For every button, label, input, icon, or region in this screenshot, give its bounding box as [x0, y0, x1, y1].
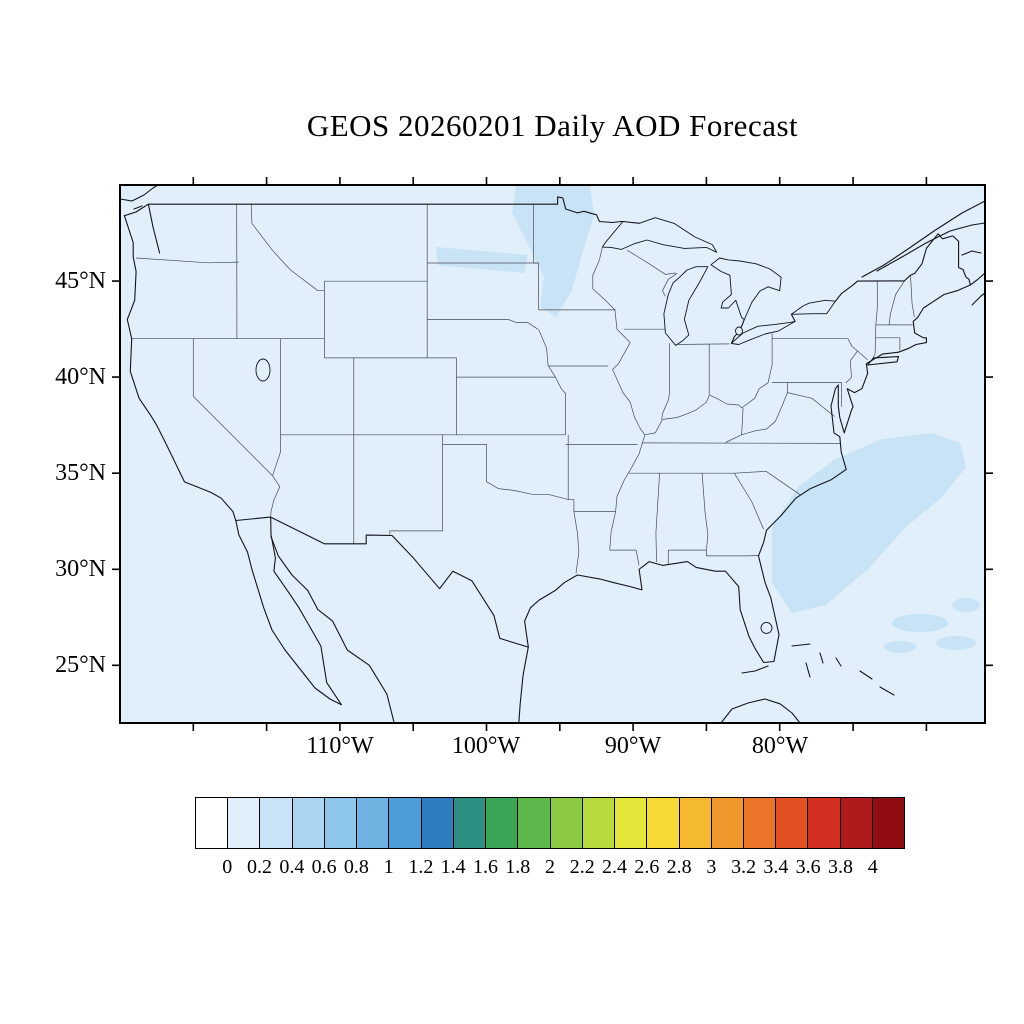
colorbar-tick-label: 2.2	[569, 856, 595, 878]
colorbar-tick-label: 2.4	[602, 856, 628, 878]
map-frame	[119, 184, 986, 724]
colorbar-tick-label: 1.6	[472, 856, 498, 878]
aod-patch-atlantic-fragment	[884, 641, 916, 653]
colorbar-cell	[324, 798, 358, 848]
mexico-gulf-coast	[518, 646, 529, 723]
colorbar-tick-label: 1.2	[408, 856, 434, 878]
x-axis-label-100w: 100°W	[451, 733, 521, 759]
baja-california	[235, 516, 342, 706]
colorbar-cell	[421, 798, 454, 848]
mexico-border-gulf-atlantic-coast	[235, 233, 971, 664]
colorbar-cell	[196, 798, 229, 848]
colorbar-cell	[292, 798, 325, 848]
colorbar-tick-label: 1.4	[440, 856, 466, 878]
y-axis-label-35n: 35°N	[55, 460, 106, 486]
lake-okeechobee	[760, 621, 773, 634]
aod-patch-atlantic-fragment	[892, 614, 948, 632]
lake-st-clair	[735, 326, 743, 336]
aod-patch-atlantic-fragment	[952, 598, 980, 612]
aod-patch-dakota-streak	[436, 247, 528, 273]
colorbar-cell	[260, 798, 293, 848]
vancouver-island	[120, 185, 159, 210]
cuba	[720, 698, 801, 723]
colorbar-cell	[711, 798, 744, 848]
y-axis-label-40n: 40°N	[55, 364, 106, 390]
colorbar-tick-label: 2	[545, 856, 555, 878]
lake-michigan	[663, 266, 709, 346]
state-borders	[131, 204, 915, 574]
colorbar-cell	[647, 798, 680, 848]
map-canvas	[120, 185, 985, 723]
colorbar-tick-label: 4	[867, 856, 878, 878]
colorbar-tick-label: 0.6	[311, 856, 337, 878]
aod-patch-atlantic	[772, 433, 966, 613]
lakes	[255, 217, 836, 634]
great-salt-lake	[255, 358, 271, 382]
colorbar-tick-label: 3.6	[795, 856, 821, 878]
canada-border-49n	[147, 196, 642, 224]
colorbar-tick-label: 0	[222, 856, 233, 878]
juan-de-fuca-strait	[123, 203, 161, 254]
colorbar-cell	[615, 798, 648, 848]
colorbar-tick-label: 3	[706, 856, 717, 878]
figure-title: GEOS 20260201 Daily AOD Forecast	[306, 108, 799, 143]
aod-patches	[436, 185, 980, 653]
colorbar-cell	[518, 798, 551, 848]
colorbar-cell	[357, 798, 390, 848]
x-axis-label-80w: 80°W	[751, 733, 809, 759]
colorbar-cell	[486, 798, 519, 848]
coastlines	[120, 185, 985, 723]
colorbar-cell	[582, 798, 616, 848]
nova-scotia	[971, 292, 985, 306]
st-lawrence-north-shore	[861, 200, 985, 278]
aod-patch-minnesota	[512, 185, 594, 317]
colorbar-cell	[872, 798, 905, 848]
bay-of-fundy	[961, 250, 985, 286]
mexico-mainland-coast	[270, 536, 395, 723]
y-axis-label-25n: 25°N	[55, 652, 106, 678]
x-axis-label-90w: 90°W	[604, 733, 662, 759]
gaspe-south-shore	[876, 222, 985, 272]
colorbar-cell	[776, 798, 809, 848]
pacific-coast	[123, 215, 237, 522]
colorbar-tick-label: 0.4	[279, 856, 305, 878]
bahamas	[791, 643, 895, 696]
colorbar-ticks: 0 0.2 0.4 0.6 0.8 1 1.2 1.4 1.6 1.8 2 2.2 2.4 2.6 2.8 3…	[195, 856, 905, 882]
map-plot	[112, 177, 993, 731]
colorbar-tick-label: 1.8	[505, 856, 531, 878]
colorbar-cell	[743, 798, 777, 848]
lake-superior	[601, 217, 718, 253]
niagara-river	[790, 313, 796, 322]
colorbar-cell	[679, 798, 712, 848]
y-axis-label-30n: 30°N	[55, 556, 106, 582]
colorbar-cell	[808, 798, 841, 848]
colorbar-tick-label: 3.8	[827, 856, 853, 878]
colorbar-cell	[550, 798, 583, 848]
colorbar-cell	[389, 798, 422, 848]
colorbar-cell	[840, 798, 873, 848]
colorbar-tick-label: 0.8	[343, 856, 369, 878]
lake-ontario	[790, 299, 836, 315]
colorbar-cell	[228, 798, 261, 848]
long-island	[866, 356, 900, 366]
colorbar-cells	[195, 797, 905, 849]
colorbar-tick-label: 3.4	[763, 856, 789, 878]
aod-patch-atlantic-fragment	[936, 636, 976, 650]
florida-keys	[741, 665, 769, 674]
colorbar-tick-label: 2.8	[666, 856, 692, 878]
axis-ticks	[112, 177, 993, 731]
x-axis-label-110w: 110°W	[306, 733, 374, 759]
colorbar-tick-label: 2.6	[634, 856, 660, 878]
colorbar-tick-label: 3.2	[731, 856, 757, 878]
colorbar-cell	[453, 798, 487, 848]
y-axis-label-45n: 45°N	[55, 268, 106, 294]
colorbar-tick-label: 0.2	[247, 856, 273, 878]
lake-huron	[710, 257, 782, 320]
colorbar-tick-label: 1	[383, 856, 394, 878]
